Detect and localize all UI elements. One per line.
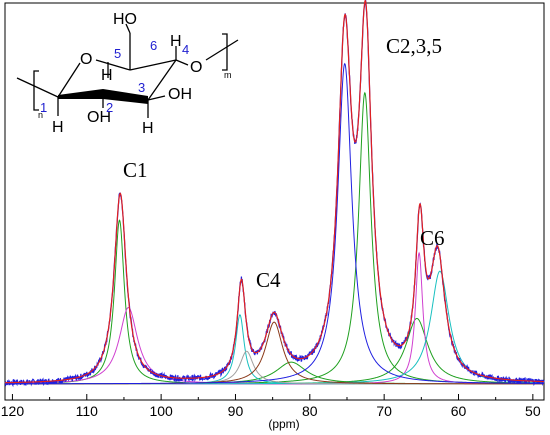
x-tick-label-70: 70 — [376, 403, 392, 419]
atom-h-c5: H — [101, 67, 113, 84]
fit-spectrum-line — [4, 0, 545, 384]
atom-h-c1: H — [52, 119, 64, 136]
chemical-structure: O HO H H O OH OH H H n m 1 2 3 4 5 6 — [16, 11, 239, 137]
x-tick-label-100: 100 — [149, 403, 173, 419]
plot-frame — [4, 2, 545, 401]
atom-o-ring: O — [80, 51, 92, 68]
bond-c4-c3 — [147, 59, 177, 101]
bond-c2-c1-wedge — [58, 89, 103, 99]
carbon-number-1: 1 — [40, 100, 47, 115]
series-layer — [4, 0, 545, 388]
atom-oh-c2: OH — [87, 109, 111, 126]
carbon-number-6: 6 — [150, 38, 157, 53]
atom-ho-top: HO — [113, 11, 137, 28]
peak-label-c4: C4 — [256, 268, 281, 292]
bond-c4-o — [175, 59, 189, 66]
carbon-number-5: 5 — [114, 46, 121, 61]
x-tick-label-50: 50 — [525, 403, 541, 419]
x-axis: 120 110 100 90 80 70 60 50 — [1, 394, 541, 419]
bond-c3-c2-wedge — [103, 89, 148, 104]
atom-o-link: O — [190, 59, 202, 76]
deconvolution-peak-line — [5, 91, 544, 385]
x-tick-label-110: 110 — [76, 403, 99, 419]
x-tick-label-90: 90 — [228, 403, 244, 419]
left-bracket — [33, 70, 39, 111]
carbon-number-2: 2 — [106, 100, 113, 115]
bond-o-c5 — [95, 59, 131, 71]
atom-oh-c3: OH — [168, 86, 192, 103]
atom-h-c4: H — [170, 33, 182, 50]
deconvolution-peak-line — [5, 219, 544, 385]
bond-c5-c4 — [129, 59, 177, 71]
subscript-n: n — [38, 110, 43, 120]
bond-c6-oh — [125, 23, 131, 34]
deconvolution-peak-line — [5, 62, 544, 385]
bond-c1-o — [57, 62, 81, 98]
x-tick-label-80: 80 — [302, 403, 318, 419]
peak-label-c235: C2,3,5 — [386, 34, 442, 58]
x-tick-label-120: 120 — [1, 403, 25, 419]
right-bracket — [222, 33, 228, 71]
carbon-number-4: 4 — [182, 42, 189, 57]
peak-label-c1: C1 — [123, 158, 148, 182]
subscript-m: m — [224, 70, 232, 80]
bond-c3-oh — [147, 95, 166, 101]
carbon-number-3: 3 — [138, 80, 145, 95]
bond-left-terminal — [16, 77, 59, 98]
peak-label-c6: C6 — [420, 226, 445, 250]
bond-o-right — [205, 39, 239, 61]
x-axis-label: (ppm) — [268, 417, 299, 431]
x-tick-label-60: 60 — [451, 403, 467, 419]
atom-h-c3: H — [142, 120, 154, 137]
